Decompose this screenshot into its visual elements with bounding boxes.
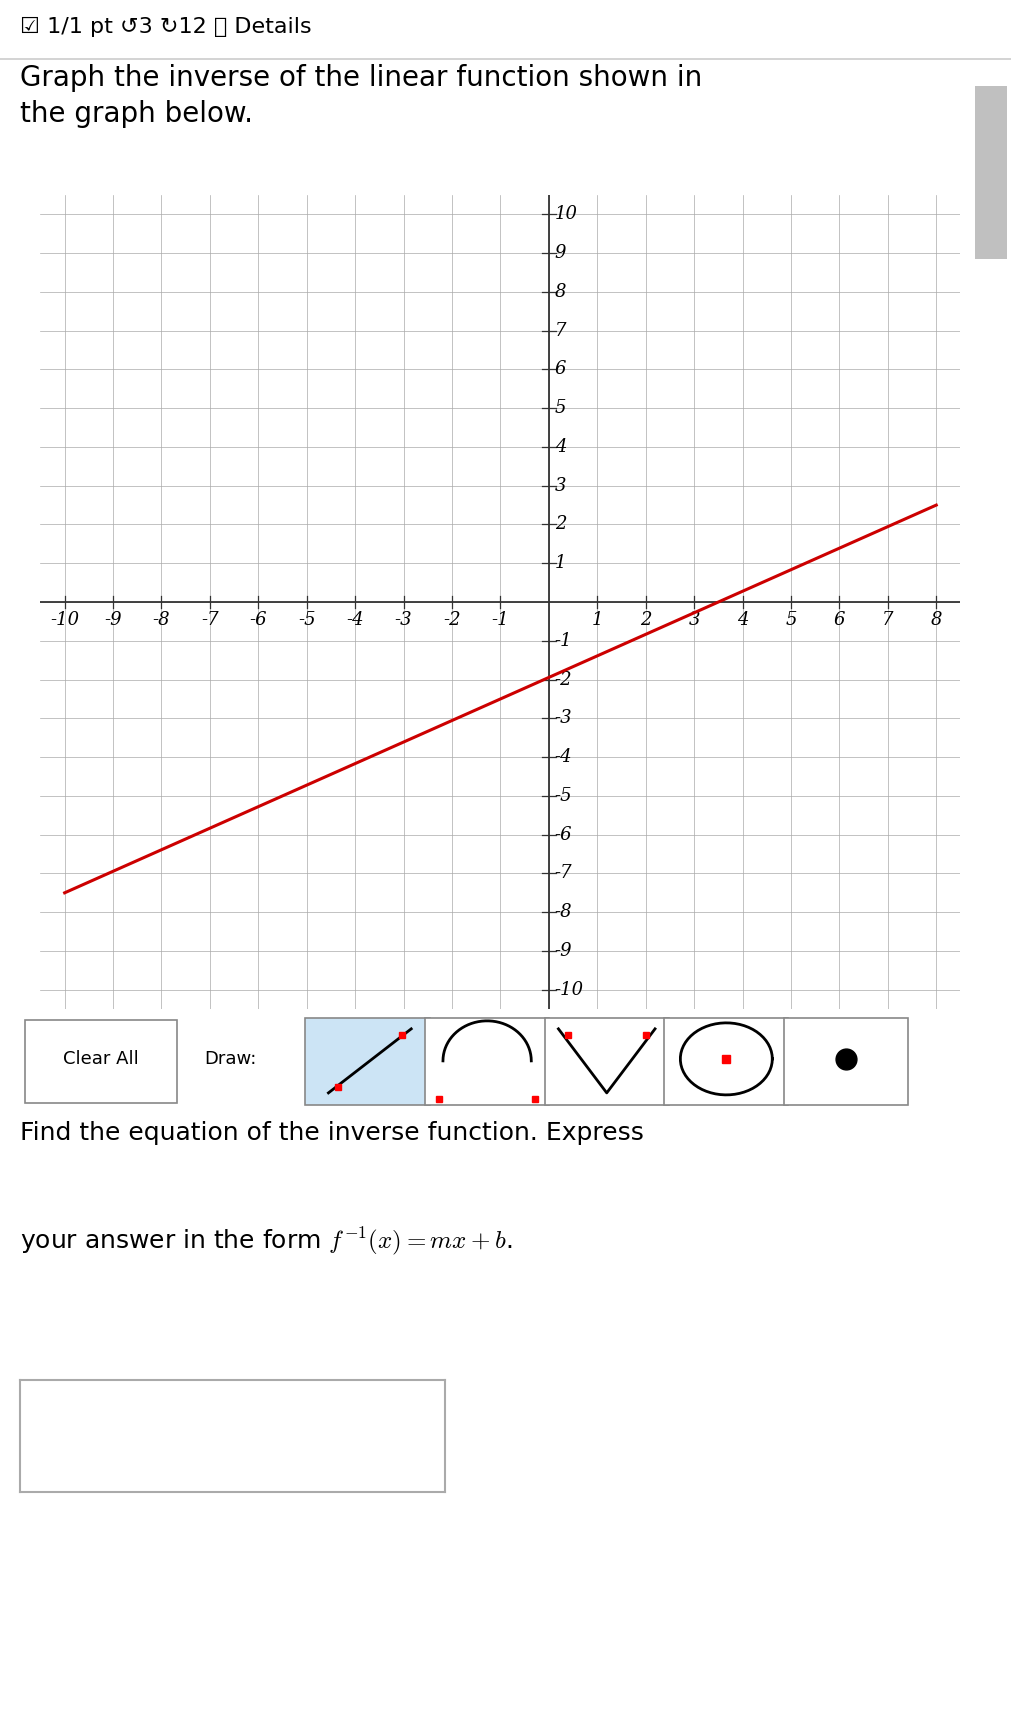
Text: 4: 4	[555, 438, 566, 455]
Text: -6: -6	[250, 611, 267, 628]
Text: -3: -3	[555, 709, 572, 728]
Text: -10: -10	[555, 982, 583, 999]
Text: -2: -2	[443, 611, 461, 628]
Text: 2: 2	[640, 611, 651, 628]
Text: 3: 3	[555, 476, 566, 495]
Text: 2: 2	[555, 516, 566, 533]
Text: -9: -9	[555, 942, 572, 961]
FancyBboxPatch shape	[664, 1018, 789, 1106]
Text: 3: 3	[688, 611, 700, 628]
Text: -3: -3	[394, 611, 412, 628]
Text: -10: -10	[51, 611, 79, 628]
Text: Graph the inverse of the linear function shown in
the graph below.: Graph the inverse of the linear function…	[20, 64, 703, 128]
Text: Draw:: Draw:	[204, 1051, 257, 1068]
Text: 6: 6	[834, 611, 845, 628]
FancyBboxPatch shape	[425, 1018, 549, 1106]
FancyBboxPatch shape	[545, 1018, 669, 1106]
Text: Find the equation of the inverse function. Express: Find the equation of the inverse functio…	[20, 1121, 644, 1145]
Text: -6: -6	[555, 826, 572, 844]
Text: 5: 5	[555, 398, 566, 417]
Text: 6: 6	[555, 361, 566, 378]
Text: -2: -2	[555, 671, 572, 688]
Text: -8: -8	[153, 611, 170, 628]
FancyBboxPatch shape	[305, 1018, 430, 1106]
Text: 8: 8	[555, 283, 566, 300]
Text: ☑ 1/1 pt ↺3 ↻12 ⓘ Details: ☑ 1/1 pt ↺3 ↻12 ⓘ Details	[20, 17, 311, 38]
FancyBboxPatch shape	[975, 86, 1007, 259]
FancyBboxPatch shape	[784, 1018, 908, 1106]
Text: Clear All: Clear All	[64, 1051, 140, 1068]
Text: -9: -9	[104, 611, 122, 628]
Text: -5: -5	[555, 787, 572, 806]
Text: 4: 4	[737, 611, 748, 628]
Text: -4: -4	[555, 749, 572, 766]
Text: your answer in the form $f^{-1}(x) = mx + b$.: your answer in the form $f^{-1}(x) = mx …	[20, 1225, 513, 1258]
Text: 5: 5	[786, 611, 797, 628]
Text: 1: 1	[555, 554, 566, 573]
Text: -7: -7	[555, 864, 572, 883]
Text: -7: -7	[201, 611, 218, 628]
Text: 1: 1	[591, 611, 603, 628]
Text: -4: -4	[347, 611, 364, 628]
Text: 7: 7	[882, 611, 894, 628]
Text: -1: -1	[491, 611, 510, 628]
Text: 7: 7	[555, 321, 566, 340]
Text: -5: -5	[298, 611, 315, 628]
Text: 8: 8	[930, 611, 942, 628]
FancyBboxPatch shape	[25, 1021, 177, 1104]
Text: -1: -1	[555, 631, 572, 650]
Text: 9: 9	[555, 243, 566, 262]
Text: -8: -8	[555, 904, 572, 921]
Text: 10: 10	[555, 205, 577, 223]
